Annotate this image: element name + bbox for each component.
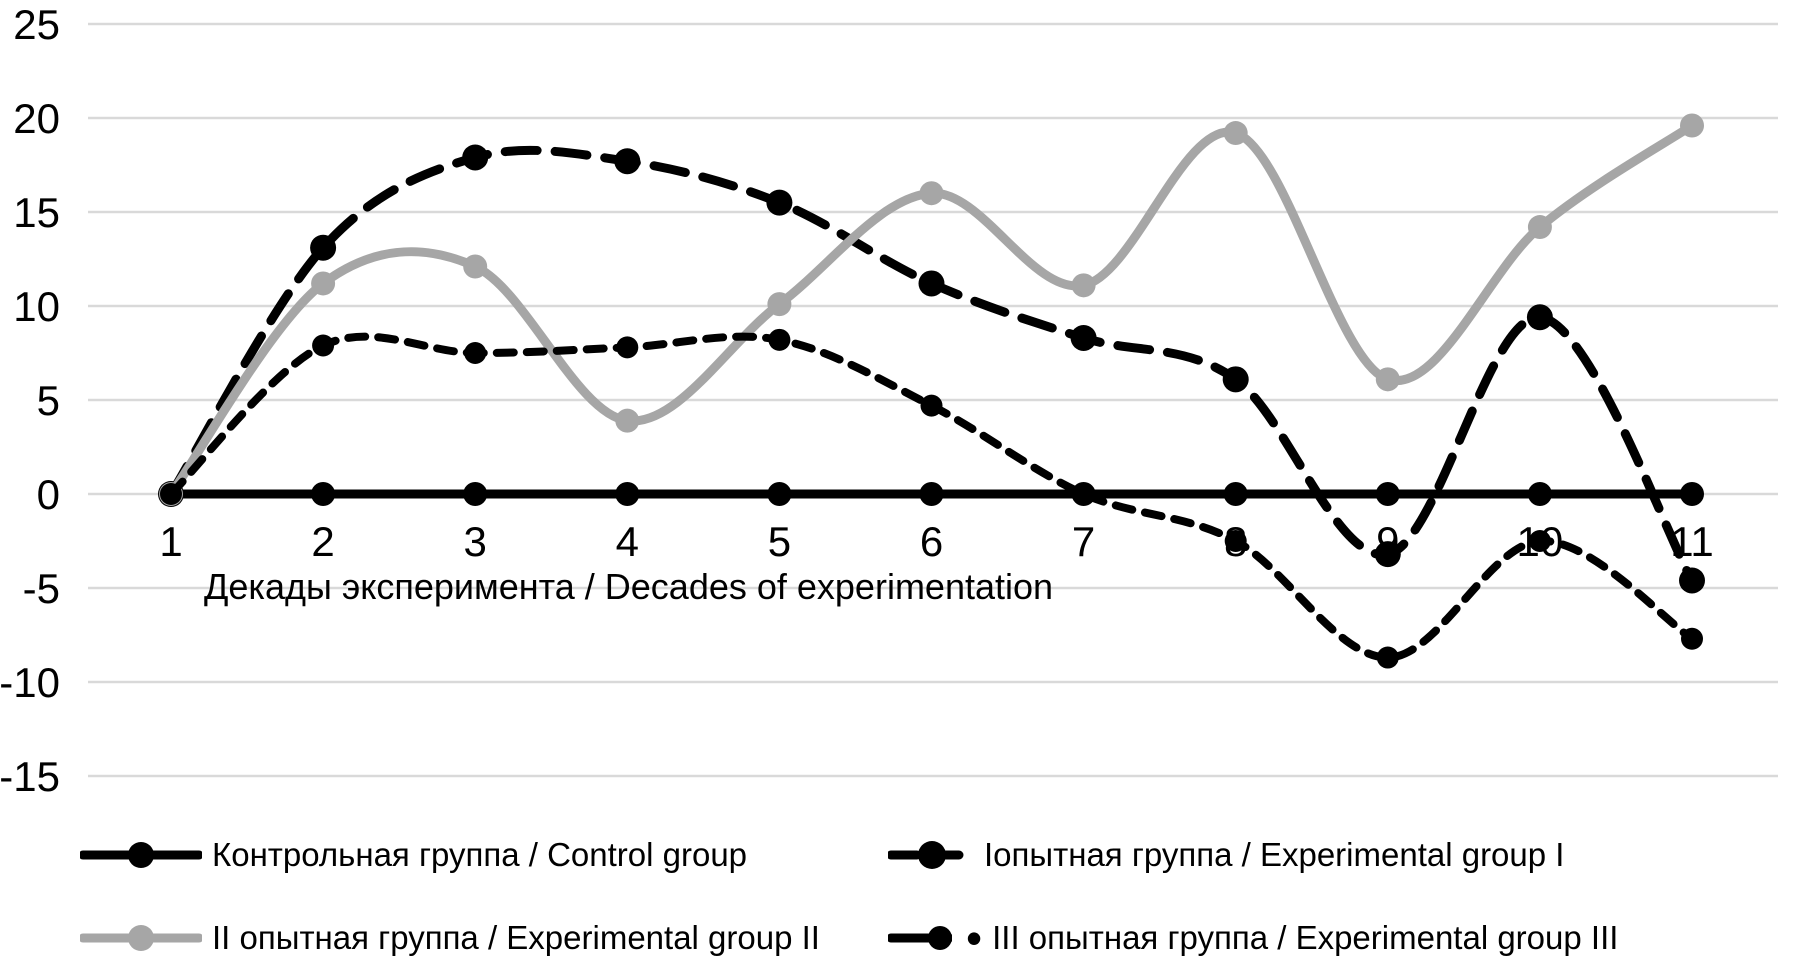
data-point-marker bbox=[1375, 482, 1400, 506]
data-point-marker bbox=[463, 482, 488, 506]
data-point-marker bbox=[919, 482, 944, 506]
legend-label-control-group: Контрольная группа / Control group bbox=[212, 836, 748, 873]
data-point-marker bbox=[312, 334, 335, 357]
data-point-marker bbox=[1223, 482, 1248, 506]
y-tick-label: -5 bbox=[23, 565, 60, 612]
data-point-marker bbox=[616, 336, 639, 359]
legend-item-experimental-group-1: Iопытная группа / Experimental group I bbox=[888, 831, 1564, 879]
x-tick-label: 1 bbox=[159, 518, 182, 565]
data-point-marker bbox=[463, 254, 488, 279]
data-point-marker bbox=[918, 270, 945, 297]
x-tick-label: 7 bbox=[1072, 518, 1095, 565]
legend-item-experimental-group-3: • III опытная группа / Experimental grou… bbox=[888, 914, 1618, 962]
y-tick-label: 5 bbox=[37, 377, 60, 424]
y-tick-label: -15 bbox=[0, 753, 60, 800]
data-point-marker bbox=[1528, 530, 1551, 552]
data-point-marker bbox=[160, 483, 182, 505]
data-point-marker bbox=[462, 144, 489, 171]
data-point-marker bbox=[1376, 646, 1399, 669]
x-tick-label: 2 bbox=[311, 518, 334, 565]
data-point-marker bbox=[1526, 304, 1553, 331]
y-tick-label: 15 bbox=[13, 189, 60, 236]
y-tick-label: -10 bbox=[0, 659, 60, 706]
y-tick-label: 10 bbox=[13, 283, 60, 330]
data-point-marker bbox=[311, 271, 336, 296]
y-tick-label: 20 bbox=[13, 95, 60, 142]
data-point-marker bbox=[614, 148, 641, 175]
y-tick-label: 25 bbox=[13, 1, 60, 48]
data-point-marker bbox=[920, 394, 943, 417]
series-line-1 bbox=[166, 145, 1697, 585]
data-point-marker bbox=[1527, 215, 1552, 240]
dash-dot-bullet-icon: • bbox=[966, 912, 983, 964]
experimental-group-2-line-swatch-icon bbox=[80, 925, 202, 951]
data-point-marker bbox=[767, 292, 792, 317]
data-point-marker bbox=[1681, 627, 1703, 650]
legend-label-experimental-group-3: III опытная группа / Experimental group … bbox=[992, 919, 1619, 956]
x-tick-label: 5 bbox=[768, 518, 791, 565]
data-point-marker bbox=[1224, 530, 1247, 552]
data-point-marker bbox=[766, 189, 793, 216]
x-axis-title: Декады эксперимента / Decades of experim… bbox=[204, 566, 1054, 607]
data-point-marker bbox=[1680, 113, 1704, 138]
data-point-marker bbox=[1072, 483, 1095, 505]
y-tick-label: 0 bbox=[37, 471, 60, 518]
data-point-marker bbox=[464, 342, 487, 364]
experimental-group-3-line-swatch-icon bbox=[888, 926, 952, 950]
data-point-marker bbox=[1222, 366, 1249, 393]
data-point-marker bbox=[1679, 567, 1705, 594]
x-tick-label: 6 bbox=[920, 518, 943, 565]
data-point-marker bbox=[1223, 121, 1248, 146]
data-point-marker bbox=[1070, 324, 1097, 351]
data-point-marker bbox=[919, 181, 944, 206]
experimental-group-1-line-swatch-icon bbox=[888, 841, 974, 869]
data-point-marker bbox=[615, 482, 640, 506]
data-point-marker bbox=[1527, 482, 1552, 506]
data-point-marker bbox=[1680, 482, 1704, 506]
legend-label-experimental-group-2: II опытная группа / Experimental group I… bbox=[212, 919, 820, 956]
data-point-marker bbox=[1374, 541, 1401, 568]
data-point-marker bbox=[1375, 367, 1400, 392]
legend-label-experimental-group-1: Iопытная группа / Experimental group I bbox=[984, 836, 1565, 873]
x-tick-label: 3 bbox=[464, 518, 487, 565]
data-point-marker bbox=[1071, 273, 1096, 298]
series-line-3 bbox=[167, 332, 1696, 662]
data-point-marker bbox=[768, 328, 791, 351]
control-line-swatch-icon bbox=[80, 842, 202, 868]
x-tick-label: 4 bbox=[616, 518, 639, 565]
data-point-marker bbox=[310, 234, 337, 261]
legend-item-experimental-group-2: II опытная группа / Experimental group I… bbox=[80, 914, 820, 962]
data-point-marker bbox=[615, 408, 640, 433]
legend-item-control-group: Контрольная группа / Control group bbox=[80, 831, 747, 879]
data-point-marker bbox=[311, 482, 336, 506]
data-point-marker bbox=[767, 482, 792, 506]
